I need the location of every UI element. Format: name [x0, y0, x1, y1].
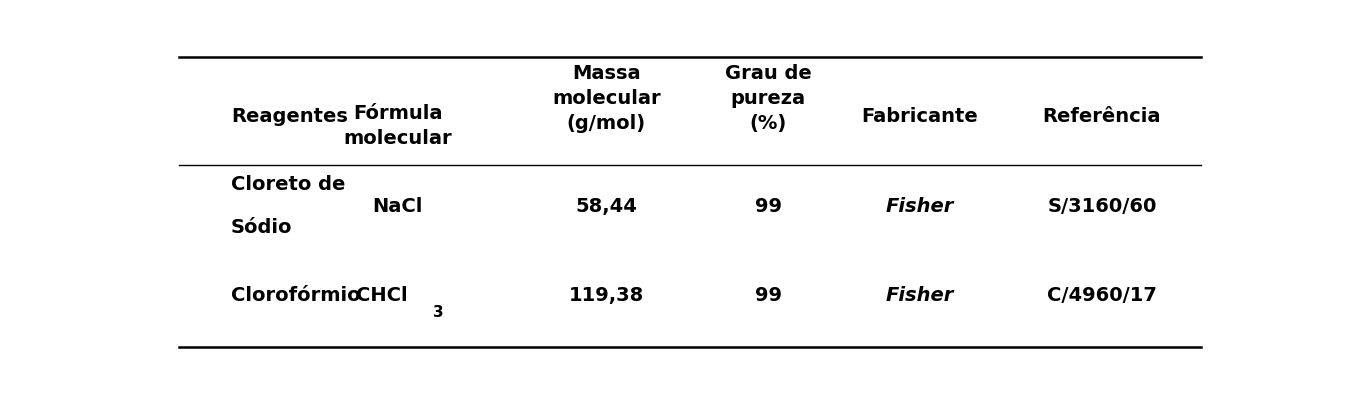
Text: NaCl: NaCl [373, 196, 423, 215]
Text: C/4960/17: C/4960/17 [1047, 286, 1156, 305]
Text: Referência: Referência [1043, 107, 1162, 126]
Text: Fabricante: Fabricante [861, 107, 977, 126]
Text: S/3160/60: S/3160/60 [1047, 196, 1156, 215]
Text: Sódio: Sódio [232, 218, 292, 237]
Text: 58,44: 58,44 [576, 196, 637, 215]
Text: 99: 99 [755, 286, 782, 305]
Text: Grau de
pureza
(%): Grau de pureza (%) [724, 64, 812, 132]
Text: 99: 99 [755, 196, 782, 215]
Text: Cloreto de: Cloreto de [232, 174, 345, 193]
Text: 3: 3 [433, 305, 444, 320]
Text: Clorofórmio: Clorofórmio [232, 286, 361, 305]
Text: Reagentes: Reagentes [232, 107, 347, 126]
Text: Fisher: Fisher [886, 196, 953, 215]
Text: Massa
molecular
(g/mol): Massa molecular (g/mol) [552, 64, 661, 132]
Text: Fisher: Fisher [886, 286, 953, 305]
Text: 119,38: 119,38 [569, 286, 643, 305]
Text: CHCl: CHCl [357, 286, 408, 305]
Text: Fórmula
molecular: Fórmula molecular [343, 104, 452, 148]
